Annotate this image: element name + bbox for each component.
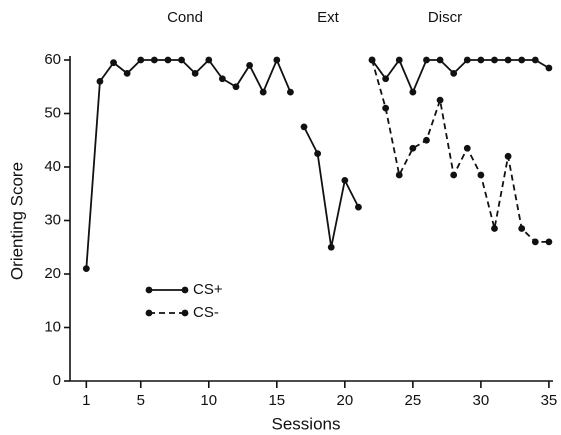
data-point [164,56,172,64]
y-tick-label: 0 [53,372,61,389]
x-tick-label: 15 [268,392,285,409]
data-point [477,56,485,64]
data-point [218,75,226,83]
data-point [355,203,362,211]
data-point [409,144,417,152]
data-point [491,56,498,64]
data-point [518,225,526,232]
data-point [395,171,403,179]
data-point [545,238,553,246]
data-point [423,136,430,144]
data-point [531,56,539,64]
y-tick-label: 30 [44,211,61,228]
data-point [191,69,199,77]
data-point [409,88,417,96]
data-point [273,56,281,64]
legend-marker [181,309,189,317]
legend-label: CS+ [193,281,223,298]
y-tick-label: 10 [44,318,61,335]
data-point [287,88,294,96]
data-point [531,238,539,246]
legend-marker [145,286,153,294]
series-line [371,59,549,243]
y-tick-label: 50 [44,104,61,121]
data-point [137,56,145,64]
data-point [96,78,104,85]
x-tick-label: 30 [473,392,490,409]
data-point [178,56,185,64]
y-tick-label: 60 [44,51,61,68]
data-point [436,56,444,64]
data-point [423,56,430,64]
series-line [85,57,550,269]
x-tick-label: 20 [336,392,353,409]
data-point [150,56,158,64]
phase-label: Discr [428,9,462,26]
data-point [232,83,240,91]
x-tick-label: 10 [200,392,217,409]
data-point [450,69,458,77]
data-point [463,56,471,64]
data-point [82,265,90,273]
data-point [327,243,335,251]
data-point [504,56,512,64]
data-point [504,152,512,160]
data-point [259,88,267,96]
data-point [477,171,485,179]
x-tick-label: 1 [82,392,90,409]
data-point [110,59,117,67]
x-tick-label: 25 [405,392,422,409]
data-point [436,96,444,104]
data-point [545,64,553,72]
data-point [382,75,390,83]
data-point [205,56,213,64]
data-point [341,176,349,184]
y-tick-label: 20 [44,265,61,282]
y-tick-label: 40 [44,158,61,175]
data-point [300,123,308,131]
data-point [382,104,390,112]
data-point [491,225,498,232]
phase-label: Cond [167,9,203,26]
data-point [518,56,526,64]
x-tick-label: 35 [541,392,558,409]
legend-marker [145,309,153,317]
legend-label: CS- [193,304,219,321]
x-axis-label: Sessions [272,414,341,433]
x-tick-label: 5 [137,392,145,409]
phase-label: Ext [317,9,340,26]
data-point [463,144,471,152]
data-point [395,56,403,64]
data-point [246,61,253,69]
y-axis-label: Orienting Score [7,162,26,280]
data-point [450,171,458,179]
data-point [368,56,376,64]
data-point [123,69,131,77]
data-point [314,150,322,158]
legend-marker [181,286,189,294]
